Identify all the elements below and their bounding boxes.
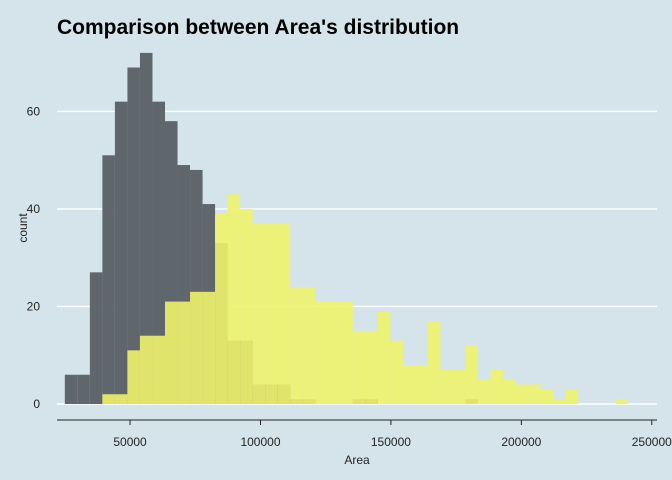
x-tick-label-3: 200000 (501, 435, 541, 449)
bar-s1-31 (490, 369, 504, 404)
bar-s1-34 (528, 384, 541, 404)
y-tick-label-2: 40 (27, 202, 41, 216)
bar-s0-3 (102, 155, 115, 404)
bar-s1-33 (515, 384, 529, 404)
bar-s1-21 (365, 330, 378, 404)
bar-s1-28 (453, 369, 466, 404)
x-tick-label-1: 100000 (240, 435, 280, 449)
bar-s1-29 (465, 345, 479, 404)
bar-s1-3 (139, 335, 153, 404)
bar-s0-6 (139, 52, 153, 405)
x-tick-label-2: 150000 (371, 435, 411, 449)
bar-s0-4 (114, 101, 128, 405)
series-1 (102, 194, 629, 404)
bar-s1-24 (402, 364, 416, 404)
bar-s0-7 (152, 101, 165, 405)
bar-s1-35 (540, 389, 554, 404)
bar-s1-18 (327, 301, 341, 404)
bar-s1-19 (340, 301, 353, 404)
bar-s1-2 (127, 350, 140, 404)
bar-s1-32 (503, 379, 516, 404)
bar-s1-38 (615, 399, 629, 404)
bar-s1-0 (102, 394, 115, 404)
bar-s1-8 (202, 291, 216, 404)
x-axis: 50000 100000 150000 200000 250000 (57, 419, 672, 449)
bar-s1-12 (252, 223, 266, 404)
bar-s0-2 (89, 272, 103, 404)
bar-s0-5 (127, 67, 140, 405)
x-tick-label-0: 50000 (113, 435, 147, 449)
chart-title: Comparison between Area's distribution (57, 16, 459, 39)
bar-s1-15 (290, 286, 303, 404)
bar-s1-13 (265, 223, 278, 404)
bar-s1-1 (114, 394, 128, 404)
y-axis: 0 20 40 60 (27, 104, 41, 411)
bar-s1-27 (440, 369, 453, 404)
bar-s1-22 (377, 311, 391, 404)
bar-s1-16 (302, 286, 316, 404)
bar-s1-37 (565, 389, 579, 404)
bar-s1-14 (277, 223, 291, 404)
x-axis-label: Area (344, 453, 370, 467)
y-tick-label-3: 60 (27, 104, 41, 118)
y-tick-label-0: 0 (33, 397, 40, 411)
bar-s0-0 (64, 374, 78, 404)
bar-s1-36 (553, 399, 566, 404)
bar-s1-5 (165, 301, 178, 404)
bar-s1-26 (427, 321, 441, 404)
bar-s1-6 (177, 301, 191, 404)
y-axis-label: count (16, 213, 30, 243)
x-tick-label-4: 250000 (632, 435, 672, 449)
bar-s1-17 (315, 301, 328, 404)
y-tick-label-1: 20 (27, 299, 41, 313)
bar-s1-23 (390, 340, 403, 404)
bar-s1-11 (240, 208, 253, 404)
bar-s1-10 (227, 194, 241, 404)
histogram-bars (64, 52, 629, 405)
bar-s1-20 (352, 330, 366, 404)
bar-s1-30 (478, 379, 491, 404)
bar-s1-25 (415, 364, 428, 404)
bar-s1-7 (190, 291, 203, 404)
bar-s0-1 (77, 374, 90, 404)
bar-s1-4 (152, 335, 165, 404)
bar-s1-9 (215, 213, 228, 404)
